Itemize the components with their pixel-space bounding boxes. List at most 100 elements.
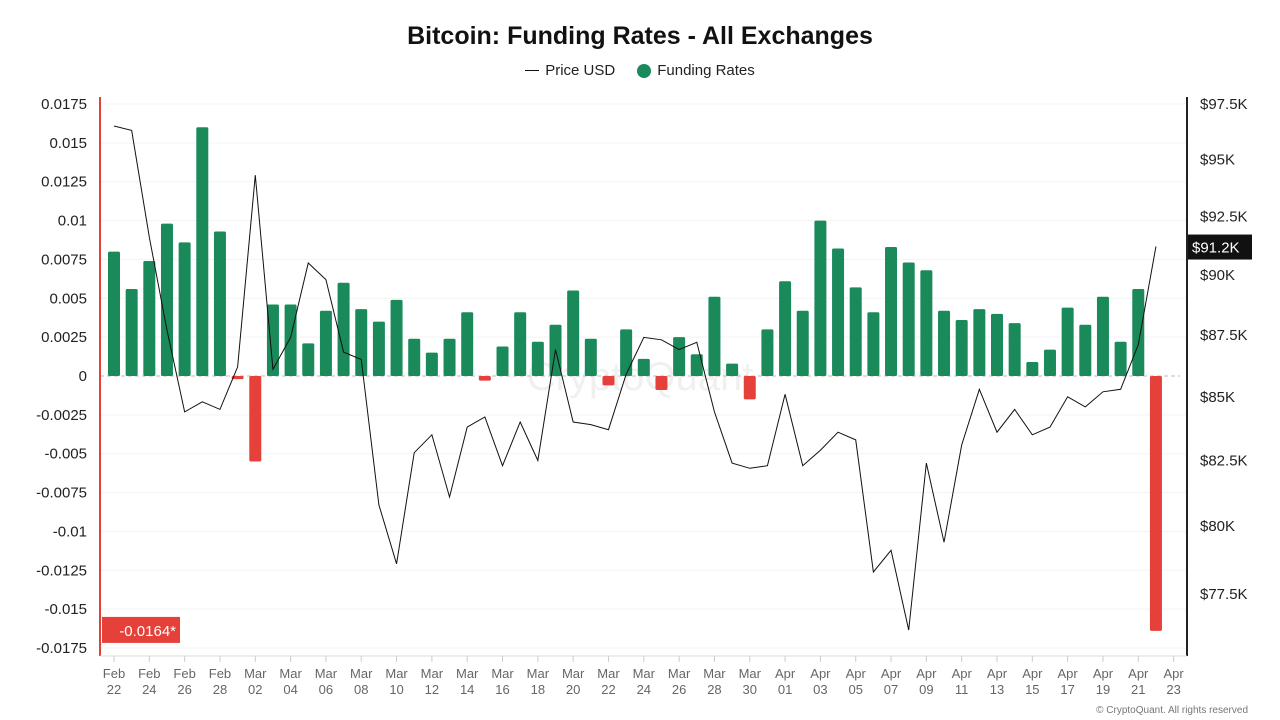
x-tick-day: 24 bbox=[142, 682, 156, 697]
x-tick-day: 28 bbox=[707, 682, 721, 697]
funding-bar bbox=[1043, 349, 1056, 376]
x-tick-month: Mar bbox=[703, 666, 726, 681]
x-tick-day: 15 bbox=[1025, 682, 1039, 697]
x-tick-day: 08 bbox=[354, 682, 368, 697]
funding-bar bbox=[849, 287, 862, 376]
y-tick-label: -0.005 bbox=[44, 446, 87, 463]
funding-bar bbox=[955, 320, 968, 376]
x-tick-month: Apr bbox=[916, 666, 937, 681]
x-tick-day: 10 bbox=[389, 682, 403, 697]
x-tick-month: Apr bbox=[1058, 666, 1079, 681]
x-tick-day: 06 bbox=[319, 682, 333, 697]
y-tick-label: 0.01 bbox=[58, 213, 87, 230]
x-tick-day: 12 bbox=[425, 682, 439, 697]
x-tick-day: 16 bbox=[495, 682, 509, 697]
y-tick-label: -0.0075 bbox=[36, 485, 87, 502]
funding-bar bbox=[637, 358, 650, 376]
x-tick-month: Apr bbox=[1128, 666, 1149, 681]
x-tick-month: Feb bbox=[138, 666, 160, 681]
x-tick-month: Mar bbox=[739, 666, 762, 681]
x-tick-day: 11 bbox=[955, 682, 969, 697]
funding-bar bbox=[814, 220, 827, 376]
funding-bar bbox=[1061, 307, 1074, 376]
x-tick-month: Apr bbox=[1093, 666, 1114, 681]
funding-current-badge bbox=[102, 616, 180, 643]
y-tick-label: -0.0025 bbox=[36, 407, 87, 424]
x-tick-day: 01 bbox=[778, 682, 792, 697]
funding-bar bbox=[408, 338, 421, 376]
funding-bar bbox=[1132, 288, 1145, 376]
funding-bar bbox=[938, 310, 951, 376]
funding-bar bbox=[249, 376, 262, 462]
funding-bar bbox=[973, 309, 986, 376]
y2-tick-label: $85K bbox=[1200, 389, 1235, 406]
funding-bar bbox=[213, 231, 226, 376]
funding-bar bbox=[196, 127, 209, 376]
x-tick-month: Mar bbox=[633, 666, 656, 681]
funding-bar bbox=[390, 299, 403, 376]
funding-bar bbox=[1079, 324, 1092, 376]
copyright-text: © CryptoQuant. All rights reserved bbox=[1096, 705, 1248, 716]
y-tick-label: 0.0175 bbox=[41, 96, 87, 113]
funding-bar bbox=[443, 338, 456, 376]
y-tick-label: 0.0025 bbox=[41, 329, 87, 346]
x-tick-month: Mar bbox=[668, 666, 691, 681]
funding-current-label: -0.0164* bbox=[119, 623, 176, 640]
x-tick-day: 22 bbox=[107, 682, 121, 697]
y2-tick-label: $87.5K bbox=[1200, 327, 1248, 344]
x-tick-month: Feb bbox=[103, 666, 125, 681]
chart-title: Bitcoin: Funding Rates - All Exchanges bbox=[407, 22, 873, 50]
price-current-label: $91.2K bbox=[1192, 240, 1240, 257]
funding-bar bbox=[478, 376, 491, 381]
x-tick-month: Feb bbox=[173, 666, 195, 681]
funding-bar bbox=[832, 248, 845, 376]
y-tick-label: 0.0125 bbox=[41, 174, 87, 191]
funding-bar bbox=[655, 376, 668, 390]
funding-bar bbox=[125, 288, 138, 376]
x-tick-day: 20 bbox=[566, 682, 580, 697]
funding-bar bbox=[337, 282, 350, 376]
x-tick-day: 02 bbox=[248, 682, 262, 697]
funding-bar bbox=[319, 310, 332, 376]
funding-bar bbox=[266, 304, 279, 376]
funding-bar bbox=[160, 223, 173, 376]
y-tick-label: 0.015 bbox=[49, 135, 87, 152]
y-tick-label: -0.0125 bbox=[36, 562, 87, 579]
funding-bar bbox=[567, 290, 580, 376]
x-tick-month: Feb bbox=[209, 666, 231, 681]
x-tick-month: Apr bbox=[810, 666, 831, 681]
x-tick-day: 19 bbox=[1096, 682, 1110, 697]
funding-bar bbox=[461, 312, 474, 376]
funding-bar bbox=[708, 296, 721, 376]
legend-item-funding[interactable]: Funding Rates bbox=[637, 62, 755, 79]
x-tick-month: Mar bbox=[315, 666, 338, 681]
funding-bar bbox=[620, 329, 633, 376]
x-tick-month: Apr bbox=[775, 666, 796, 681]
line-marker-icon bbox=[525, 70, 540, 71]
funding-bar bbox=[796, 310, 809, 376]
x-tick-month: Mar bbox=[491, 666, 514, 681]
legend: Price USD Funding Rates bbox=[0, 62, 1280, 79]
x-tick-month: Mar bbox=[527, 666, 550, 681]
x-tick-month: Apr bbox=[1022, 666, 1043, 681]
funding-bar bbox=[743, 376, 756, 400]
y2-tick-label: $92.5K bbox=[1200, 208, 1248, 225]
price-current-badge bbox=[1188, 234, 1252, 260]
x-tick-month: Mar bbox=[385, 666, 408, 681]
x-tick-month: Mar bbox=[597, 666, 620, 681]
funding-bar bbox=[514, 312, 527, 376]
funding-bar bbox=[531, 341, 544, 376]
funding-bar bbox=[602, 376, 615, 386]
y2-tick-label: $80K bbox=[1200, 518, 1235, 535]
y-tick-label: -0.01 bbox=[53, 523, 87, 540]
funding-bar bbox=[372, 321, 385, 376]
x-tick-day: 18 bbox=[531, 682, 545, 697]
x-tick-day: 05 bbox=[848, 682, 862, 697]
legend-item-price[interactable]: Price USD bbox=[525, 62, 615, 79]
x-tick-day: 22 bbox=[601, 682, 615, 697]
funding-bar bbox=[1026, 362, 1039, 376]
funding-bar bbox=[1114, 341, 1127, 376]
x-tick-month: Mar bbox=[279, 666, 302, 681]
x-tick-month: Mar bbox=[421, 666, 444, 681]
